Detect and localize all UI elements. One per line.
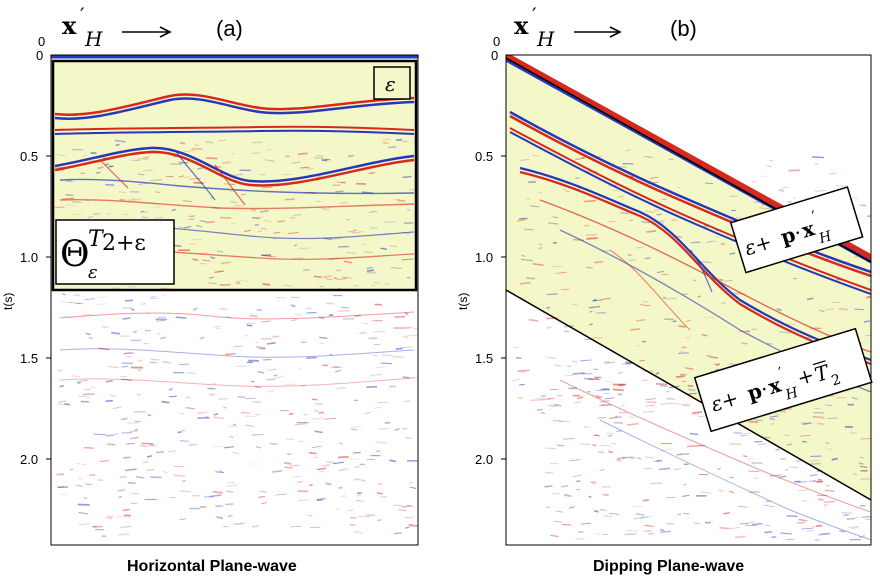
svg-text:′: ′ bbox=[776, 363, 785, 382]
panel-b-xh-symbol: x ′ H bbox=[514, 3, 555, 51]
panel-a-x-prime: ′ bbox=[80, 3, 85, 27]
svg-text:H: H bbox=[783, 384, 801, 403]
panel-a-x-zero: 0 bbox=[38, 34, 45, 49]
panel-b-x-prime: ′ bbox=[532, 3, 537, 27]
panel-a-epsilon-label: ε bbox=[373, 66, 411, 100]
svg-text:′: ′ bbox=[810, 207, 819, 226]
svg-text:ε: ε bbox=[385, 72, 396, 96]
panel-a: 0 x ′ H (a) bbox=[1, 3, 419, 575]
panel-b-axes-frame bbox=[505, 54, 872, 546]
panel-b-ytick-4: 2.0 bbox=[475, 452, 493, 467]
panel-a-xh-symbol: x ′ H bbox=[62, 3, 103, 51]
panel-a-x-sub: H bbox=[84, 27, 103, 51]
panel-b-window-bottom-label: ε+ p · x ′ H + T 2 bbox=[693, 327, 873, 433]
panel-b-noise bbox=[511, 149, 871, 541]
panel-a-y-ticks: 0 0.5 1.0 1.5 2.0 bbox=[20, 48, 51, 467]
panel-a-ytick-2: 1.0 bbox=[20, 250, 38, 265]
panel-b-ytick-1: 0.5 bbox=[475, 149, 493, 164]
panel-b-x-sub: H bbox=[536, 27, 555, 51]
svg-text:Θ: Θ bbox=[60, 234, 90, 275]
panel-b-caption: Dipping Plane-wave bbox=[593, 558, 744, 575]
panel-a-x-symbol: x bbox=[62, 11, 77, 40]
panel-a-seismic-image bbox=[51, 55, 418, 545]
panel-b-y-ticks: 0 0.5 1.0 1.5 2.0 bbox=[475, 48, 506, 467]
panel-a-ytick-4: 2.0 bbox=[20, 452, 38, 467]
panel-b-seismic-image bbox=[506, 55, 871, 545]
svg-text:p: p bbox=[744, 378, 764, 405]
panel-b-window-bottom-line bbox=[506, 289, 871, 501]
panel-b-ytick-0: 0 bbox=[491, 48, 498, 63]
svg-text:p: p bbox=[778, 222, 798, 249]
panel-a-y-label: t(s) bbox=[1, 293, 15, 310]
panel-a-theta-label: Θ ε T 2+ε bbox=[55, 219, 175, 285]
panel-b-x-symbol: x bbox=[514, 11, 529, 40]
panel-b-tag: (b) bbox=[670, 16, 697, 41]
panel-a-right-arrow-icon bbox=[122, 26, 172, 38]
panel-a-ytick-1: 0.5 bbox=[20, 149, 38, 164]
svg-text:ε: ε bbox=[88, 262, 98, 283]
panel-b-x-zero: 0 bbox=[493, 34, 500, 49]
svg-text:2+ε: 2+ε bbox=[102, 231, 146, 256]
svg-text:H: H bbox=[816, 228, 834, 247]
panel-a-tag: (a) bbox=[216, 16, 243, 41]
panel-a-window-frame bbox=[51, 59, 418, 292]
panel-a-caption: Horizontal Plane-wave bbox=[127, 558, 297, 575]
panel-b-window-top-label: ε+ p · x ′ H bbox=[729, 186, 864, 274]
panel-b-right-arrow-icon bbox=[574, 26, 622, 38]
panel-a-ytick-3: 1.5 bbox=[20, 351, 38, 366]
panel-b-ytick-3: 1.5 bbox=[475, 351, 493, 366]
panel-a-axes-frame bbox=[50, 54, 419, 546]
panel-b: 0 x ′ H (b) bbox=[456, 3, 873, 575]
panel-b-y-label: t(s) bbox=[456, 293, 470, 310]
svg-text:+: + bbox=[794, 362, 817, 390]
panel-b-ytick-2: 1.0 bbox=[475, 250, 493, 265]
panel-a-ytick-0: 0 bbox=[36, 48, 43, 63]
svg-text:T: T bbox=[88, 227, 105, 252]
